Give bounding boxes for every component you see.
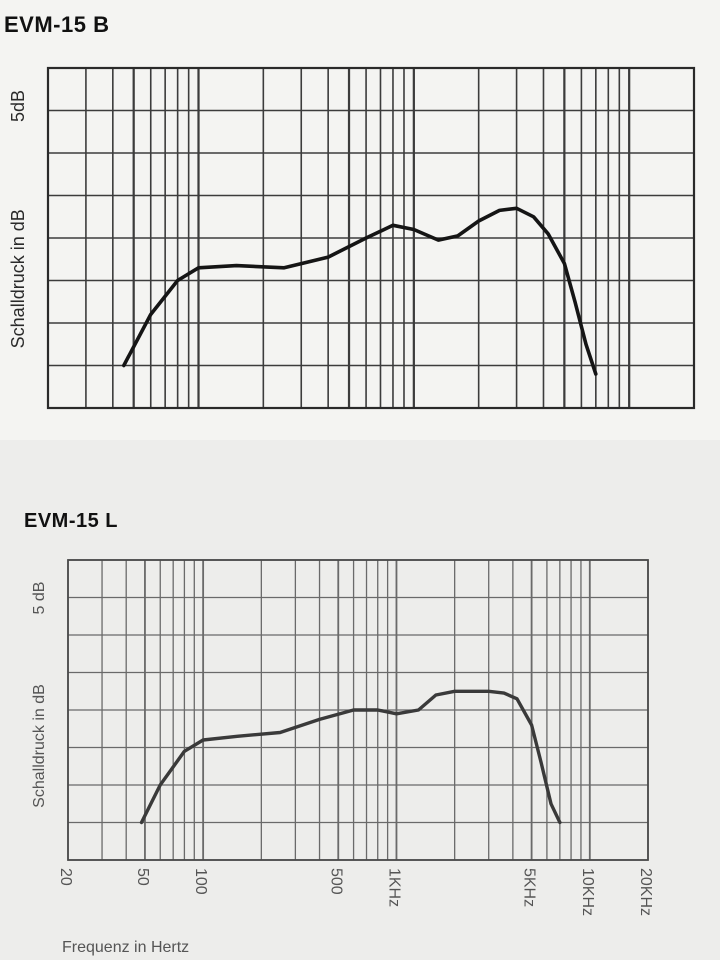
chart-evm15l: Schalldruck in dB 5 dB 20 50 100 500 1KHz 5KHz 1… — [31, 559, 654, 956]
x-tick-label: 20KHz — [637, 868, 654, 916]
x-tick-label: 10KHz — [579, 868, 596, 916]
chart-evm15b: Schalldruck in dB 5dB — [8, 66, 696, 410]
x-axis-label: Frequenz in Hertz — [62, 939, 189, 956]
x-tick-label: 5KHz — [521, 868, 538, 907]
frequency-response-line — [122, 206, 598, 376]
top-chart-panel — [0, 0, 720, 440]
frequency-response-line — [139, 689, 562, 825]
chart-title-b: EVM-15 B — [4, 12, 110, 37]
scale-label: 5 dB — [31, 582, 48, 615]
x-tick-label: 500 — [327, 868, 344, 895]
scale-label: 5dB — [8, 90, 28, 122]
y-axis-label: Schalldruck in dB — [31, 684, 48, 808]
bottom-chart-panel — [0, 440, 720, 960]
x-tick-label: 20 — [57, 868, 74, 886]
chart-title-l: EVM-15 L — [24, 510, 119, 532]
x-tick-label: 100 — [192, 868, 209, 895]
y-axis-label: Schalldruck in dB — [8, 209, 28, 348]
x-tick-label: 1KHz — [385, 868, 402, 907]
x-tick-label: 50 — [134, 868, 151, 886]
plot-frame — [67, 559, 649, 861]
plot-frame — [46, 66, 696, 410]
